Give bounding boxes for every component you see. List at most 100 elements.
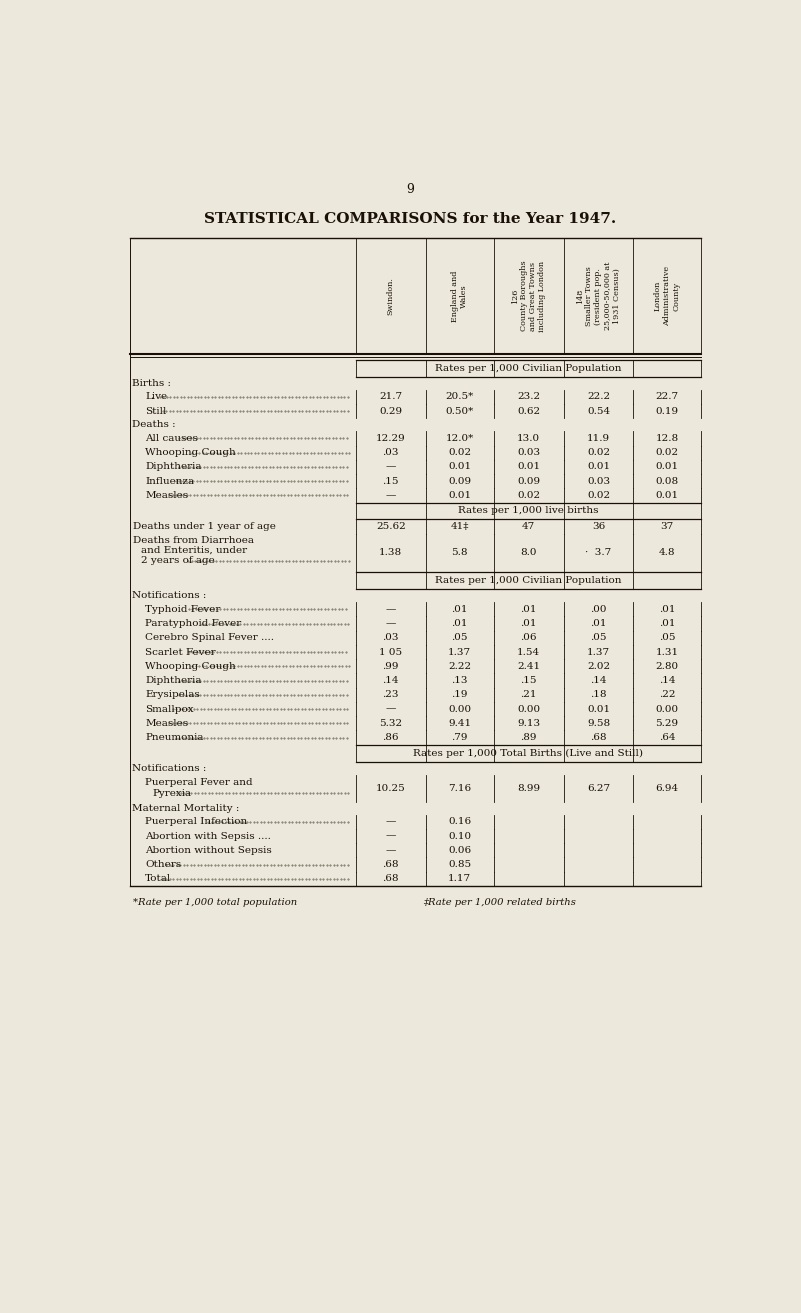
Text: All causes: All causes	[145, 433, 198, 442]
Text: .05: .05	[452, 633, 468, 642]
Text: .68: .68	[590, 733, 606, 742]
Text: —: —	[385, 846, 396, 855]
Text: Puerperal Fever and: Puerperal Fever and	[145, 777, 252, 786]
Text: —: —	[385, 605, 396, 614]
Text: 0.02: 0.02	[449, 448, 471, 457]
Text: Smallpox: Smallpox	[145, 705, 194, 713]
Text: 6.27: 6.27	[587, 784, 610, 793]
Text: 1.38: 1.38	[379, 549, 402, 558]
Text: Cerebro Spinal Fever ....: Cerebro Spinal Fever ....	[145, 633, 274, 642]
Text: Pneumonia: Pneumonia	[145, 733, 203, 742]
Text: .01: .01	[452, 605, 468, 614]
Text: 0.00: 0.00	[449, 705, 471, 713]
Text: Swindon.: Swindon.	[387, 277, 395, 315]
Text: .05: .05	[658, 633, 675, 642]
Text: 2.02: 2.02	[587, 662, 610, 671]
Text: 1.17: 1.17	[449, 874, 471, 884]
Text: 8.99: 8.99	[517, 784, 540, 793]
Text: 0.50*: 0.50*	[445, 407, 474, 416]
Text: .86: .86	[383, 733, 399, 742]
Text: Rates per 1,000 Civilian Population: Rates per 1,000 Civilian Population	[435, 576, 622, 586]
Text: .01: .01	[658, 605, 675, 614]
Text: Notifications :: Notifications :	[132, 591, 207, 600]
Text: .21: .21	[521, 691, 537, 700]
Text: .01: .01	[452, 620, 468, 628]
Text: Whooping Cough: Whooping Cough	[145, 662, 235, 671]
Text: Measles: Measles	[145, 491, 188, 500]
Text: 41‡: 41‡	[450, 523, 469, 530]
Text: and Enteritis, under: and Enteritis, under	[141, 546, 248, 555]
Text: 5.29: 5.29	[655, 718, 678, 727]
Text: .18: .18	[590, 691, 606, 700]
Text: 0.01: 0.01	[587, 705, 610, 713]
Text: 0.00: 0.00	[517, 705, 540, 713]
Text: 0.09: 0.09	[449, 477, 471, 486]
Text: 0.08: 0.08	[655, 477, 678, 486]
Text: .99: .99	[383, 662, 399, 671]
Text: .68: .68	[383, 860, 399, 869]
Text: 22.7: 22.7	[655, 393, 678, 402]
Text: 37: 37	[660, 523, 674, 530]
Text: Diphtheria: Diphtheria	[145, 676, 202, 685]
Text: 4.8: 4.8	[658, 549, 675, 558]
Text: Notifications :: Notifications :	[132, 764, 207, 772]
Text: Paratyphoid Fever: Paratyphoid Fever	[145, 620, 241, 628]
Text: 0.62: 0.62	[517, 407, 540, 416]
Text: Deaths under 1 year of age: Deaths under 1 year of age	[134, 523, 276, 530]
Text: Abortion without Sepsis: Abortion without Sepsis	[145, 846, 272, 855]
Text: .13: .13	[452, 676, 468, 685]
Text: 0.19: 0.19	[655, 407, 678, 416]
Text: .79: .79	[452, 733, 468, 742]
Text: 13.0: 13.0	[517, 433, 540, 442]
Text: 12.29: 12.29	[376, 433, 405, 442]
Text: 23.2: 23.2	[517, 393, 540, 402]
Text: .64: .64	[658, 733, 675, 742]
Text: 9.58: 9.58	[587, 718, 610, 727]
Text: 2.22: 2.22	[449, 662, 471, 671]
Text: Rates per 1,000 Total Births (Live and Still): Rates per 1,000 Total Births (Live and S…	[413, 748, 643, 758]
Text: Others: Others	[145, 860, 181, 869]
Text: 6.94: 6.94	[655, 784, 678, 793]
Text: .03: .03	[383, 633, 399, 642]
Text: Rates per 1,000 Civilian Population: Rates per 1,000 Civilian Population	[435, 364, 622, 373]
Text: Total: Total	[145, 874, 171, 884]
Text: .14: .14	[590, 676, 606, 685]
Text: .01: .01	[590, 620, 606, 628]
Text: 36: 36	[592, 523, 605, 530]
Text: Scarlet Fever: Scarlet Fever	[145, 647, 215, 656]
Text: Rates per 1,000 live births: Rates per 1,000 live births	[458, 507, 598, 516]
Text: 0.01: 0.01	[587, 462, 610, 471]
Text: —: —	[385, 491, 396, 500]
Text: .15: .15	[521, 676, 537, 685]
Text: STATISTICAL COMPARISONS for the Year 1947.: STATISTICAL COMPARISONS for the Year 194…	[204, 213, 617, 226]
Text: 2.41: 2.41	[517, 662, 540, 671]
Text: 0.01: 0.01	[655, 462, 678, 471]
Text: .01: .01	[658, 620, 675, 628]
Text: 20.5*: 20.5*	[445, 393, 474, 402]
Text: 2 years of age: 2 years of age	[141, 557, 215, 565]
Text: 0.02: 0.02	[517, 491, 540, 500]
Text: 0.85: 0.85	[449, 860, 471, 869]
Text: 21.7: 21.7	[379, 393, 402, 402]
Text: Measles: Measles	[145, 718, 188, 727]
Text: Pyrexia: Pyrexia	[153, 789, 192, 798]
Text: 0.01: 0.01	[655, 491, 678, 500]
Text: 0.02: 0.02	[655, 448, 678, 457]
Text: Typhoid Fever: Typhoid Fever	[145, 605, 220, 614]
Text: Births :: Births :	[132, 378, 171, 387]
Text: 0.10: 0.10	[449, 831, 471, 840]
Text: —: —	[385, 831, 396, 840]
Text: England and
Wales: England and Wales	[451, 270, 469, 322]
Text: .05: .05	[590, 633, 606, 642]
Text: 5.32: 5.32	[379, 718, 402, 727]
Text: 0.16: 0.16	[449, 818, 471, 826]
Text: .19: .19	[452, 691, 468, 700]
Text: —: —	[385, 818, 396, 826]
Text: 9.41: 9.41	[449, 718, 471, 727]
Text: 1 05: 1 05	[379, 647, 402, 656]
Text: 10.25: 10.25	[376, 784, 405, 793]
Text: .14: .14	[658, 676, 675, 685]
Text: .14: .14	[383, 676, 399, 685]
Text: .01: .01	[521, 605, 537, 614]
Text: .15: .15	[383, 477, 399, 486]
